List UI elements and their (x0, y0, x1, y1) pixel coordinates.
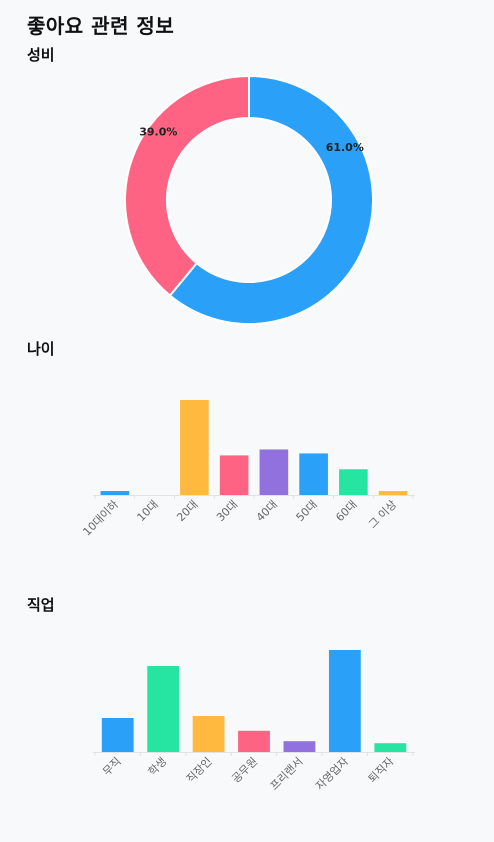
bar-2 (192, 716, 225, 752)
donut-label-1: 39.0% (139, 126, 177, 139)
bar-3 (238, 730, 270, 752)
x-tick-label: 자영업자 (313, 755, 351, 793)
page-title: 좋아요 관련 정보 (27, 14, 175, 38)
x-tick-label: 60대 (333, 498, 359, 524)
x-tick-label: 10대 (134, 498, 160, 524)
age-chart-title: 나이 (27, 340, 55, 358)
x-tick-label: 직장인 (184, 755, 215, 786)
x-tick-label: 무직 (100, 755, 124, 779)
donut-slice-0 (168, 74, 374, 325)
bar-0 (100, 491, 130, 495)
x-tick-label: 공무원 (229, 755, 260, 786)
x-tick-label: 학생 (146, 755, 170, 779)
bar-0 (101, 718, 134, 752)
x-tick-label: 20대 (174, 498, 200, 524)
bar-4 (283, 741, 316, 752)
x-tick-label: 40대 (254, 498, 280, 524)
bar-7 (378, 491, 408, 495)
x-tick-label: 50대 (293, 498, 319, 524)
age-bar-chart: 10대이하 10대 20대 30대 40대 50대 60대 그 이상 (80, 400, 415, 538)
x-tick-label: 프리랜서 (268, 755, 306, 793)
bar-5 (299, 453, 328, 495)
bar-3 (219, 455, 249, 495)
job-bar-chart: 무직 학생 직장인 공무원 프리랜서 자영업자 퇴직자 (93, 650, 415, 793)
bar-4 (259, 449, 289, 495)
gender-chart-title: 성비 (27, 46, 55, 64)
donut-slice-1 (124, 74, 250, 297)
bar-5 (328, 650, 361, 752)
bar-6 (339, 469, 368, 495)
bar-6 (374, 743, 407, 752)
job-chart-title: 직업 (27, 596, 55, 614)
bar-1 (147, 666, 180, 752)
gender-donut-chart: 61.0% 39.0% (124, 74, 374, 325)
bar-2 (180, 400, 209, 495)
x-tick-label: 퇴직자 (366, 755, 397, 786)
donut-label-0: 61.0% (326, 141, 364, 154)
x-tick-label: 30대 (214, 498, 240, 524)
x-tick-label: 그 이상 (366, 498, 399, 531)
x-tick-label: 10대이하 (80, 497, 121, 538)
